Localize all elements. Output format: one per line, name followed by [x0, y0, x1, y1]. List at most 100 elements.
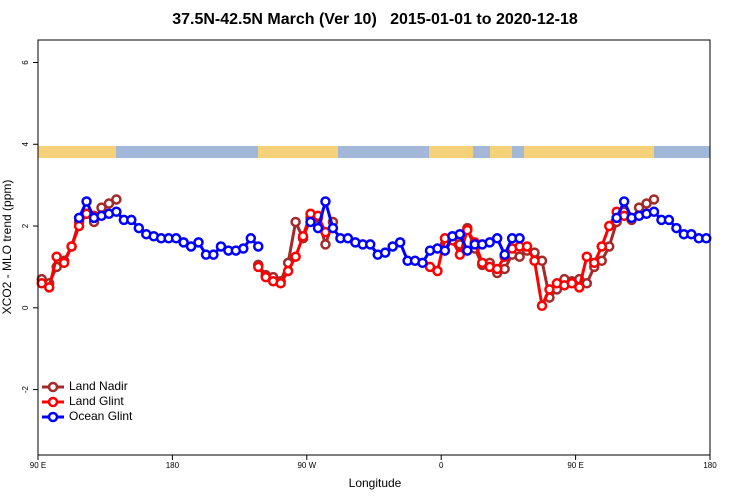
data-point — [260, 271, 271, 283]
data-point — [245, 233, 257, 244]
data-point — [484, 237, 495, 248]
data-point — [81, 196, 92, 207]
land-ocean-strip — [38, 146, 710, 158]
data-point — [462, 224, 473, 236]
y-tick-label: 0 — [21, 305, 30, 310]
legend-marker — [47, 396, 59, 408]
x-tick-label: 180 — [166, 461, 180, 470]
data-point — [170, 233, 182, 244]
data-point — [663, 214, 675, 226]
x-tick-label: 90 E — [567, 461, 583, 470]
data-point — [424, 261, 436, 273]
data-point — [126, 214, 137, 226]
x-tick-label: 180 — [703, 461, 717, 470]
data-point — [379, 247, 391, 258]
data-point — [566, 278, 578, 289]
data-point — [73, 220, 85, 232]
data-point — [73, 212, 85, 224]
data-point — [454, 228, 466, 240]
data-point — [253, 241, 264, 252]
y-tick-label: 6 — [21, 60, 30, 65]
data-point — [618, 196, 630, 207]
data-point — [290, 216, 301, 228]
data-point — [320, 226, 331, 238]
legend-label: Land Glint — [69, 394, 124, 408]
data-point — [701, 233, 712, 244]
y-tick-label: -2 — [21, 385, 30, 393]
data-point — [327, 222, 339, 234]
data-point — [671, 222, 682, 234]
y-axis-label: XCO2 - MLO trend (ppm) — [0, 180, 14, 315]
legend-marker — [47, 381, 59, 393]
data-point — [439, 245, 451, 256]
data-point — [297, 231, 309, 242]
data-point — [596, 241, 607, 252]
data-point — [208, 249, 219, 260]
data-point — [342, 233, 354, 244]
data-point — [58, 257, 70, 269]
legend-marker — [47, 411, 59, 423]
data-point — [111, 194, 122, 205]
land-strip — [429, 146, 473, 158]
data-point — [462, 245, 473, 256]
data-point — [536, 300, 548, 312]
chart-title: 37.5N-42.5N March (Ver 10) 2015-01-01 to… — [172, 11, 578, 28]
data-point — [238, 243, 249, 254]
data-point — [454, 249, 466, 260]
x-axis-label: Longitude — [349, 476, 402, 490]
data-point — [193, 237, 204, 248]
data-point — [312, 222, 324, 234]
data-point — [544, 284, 555, 295]
data-point — [581, 251, 593, 262]
data-point — [320, 239, 331, 250]
data-point — [686, 228, 697, 240]
x-tick-label: 90 W — [297, 461, 316, 470]
data-point — [178, 237, 189, 248]
plot-frame — [37, 39, 711, 456]
data-point — [648, 194, 660, 205]
data-point — [611, 212, 622, 224]
data-point — [282, 265, 294, 277]
data-point — [387, 241, 398, 252]
data-point — [320, 196, 331, 207]
data-point — [514, 233, 525, 244]
data-point — [111, 206, 122, 217]
legend-label: Land Nadir — [69, 379, 128, 393]
y-tick-label: 2 — [21, 223, 30, 228]
data-point — [514, 251, 525, 262]
data-point — [603, 220, 615, 232]
data-point — [51, 251, 62, 262]
data-point — [365, 239, 376, 250]
data-point — [185, 241, 197, 252]
x-tick-label: 0 — [439, 461, 444, 470]
data-point — [417, 257, 428, 269]
data-point — [589, 257, 600, 269]
data-point — [103, 198, 115, 209]
legend-label: Ocean Glint — [69, 409, 133, 423]
data-point — [491, 263, 503, 275]
data-point — [529, 255, 540, 267]
data-point — [305, 216, 316, 228]
data-point — [290, 251, 301, 262]
land-strip — [490, 146, 512, 158]
land-strip — [38, 146, 116, 158]
data-point — [521, 241, 533, 252]
y-tick-label: 4 — [21, 141, 30, 146]
data-point — [43, 282, 55, 293]
data-point — [66, 241, 77, 252]
data-point — [648, 206, 660, 217]
data-point — [253, 261, 264, 273]
data-point — [432, 265, 443, 277]
data-point — [477, 257, 488, 269]
data-point — [275, 278, 286, 289]
data-point — [215, 241, 227, 252]
x-tick-label: 90 E — [30, 461, 46, 470]
land-strip — [524, 146, 654, 158]
data-point — [133, 222, 145, 234]
data-point — [491, 233, 503, 244]
data-point — [499, 249, 510, 260]
plot-area — [36, 194, 712, 312]
land-strip — [258, 146, 338, 158]
